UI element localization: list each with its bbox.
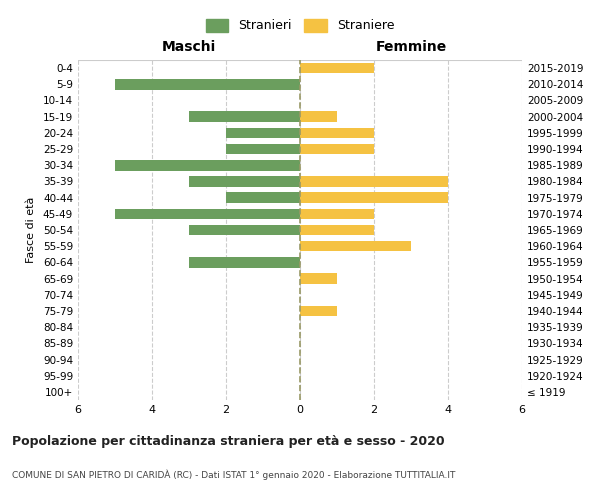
Bar — [300, 274, 337, 284]
Bar — [300, 63, 374, 74]
Bar — [115, 208, 300, 219]
Bar — [300, 306, 337, 316]
Bar — [300, 192, 448, 203]
Bar — [300, 176, 448, 186]
Bar — [300, 144, 374, 154]
Bar — [226, 192, 300, 203]
Bar — [300, 208, 374, 219]
Bar — [226, 128, 300, 138]
Legend: Stranieri, Straniere: Stranieri, Straniere — [201, 14, 399, 38]
Bar — [226, 144, 300, 154]
Bar — [300, 128, 374, 138]
Y-axis label: Fasce di età: Fasce di età — [26, 197, 36, 263]
Bar — [300, 241, 411, 252]
Bar — [189, 224, 300, 235]
Bar — [189, 257, 300, 268]
Text: Femmine: Femmine — [376, 40, 446, 54]
Bar — [300, 112, 337, 122]
Text: Popolazione per cittadinanza straniera per età e sesso - 2020: Popolazione per cittadinanza straniera p… — [12, 435, 445, 448]
Bar — [115, 79, 300, 90]
Bar — [189, 176, 300, 186]
Bar — [189, 112, 300, 122]
Text: COMUNE DI SAN PIETRO DI CARIDÀ (RC) - Dati ISTAT 1° gennaio 2020 - Elaborazione : COMUNE DI SAN PIETRO DI CARIDÀ (RC) - Da… — [12, 470, 455, 480]
Bar — [115, 160, 300, 170]
Text: Maschi: Maschi — [162, 40, 216, 54]
Bar — [300, 224, 374, 235]
